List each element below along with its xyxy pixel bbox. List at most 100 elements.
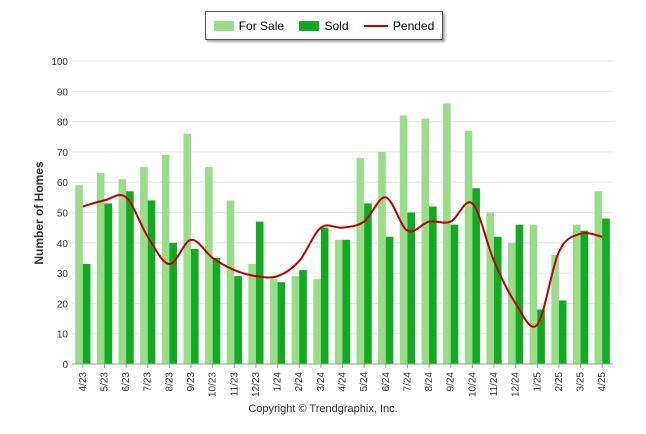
- bar-for-sale: [205, 167, 213, 364]
- bar-sold: [580, 230, 589, 364]
- bar-sold: [407, 212, 416, 364]
- bar-sold: [299, 270, 307, 364]
- bar-sold: [234, 276, 242, 364]
- bar-for-sale: [183, 133, 192, 364]
- x-tick-label: 8/23: [164, 372, 175, 392]
- x-tick-label: 12/24: [511, 372, 522, 397]
- x-tick-label: 10/24: [467, 372, 478, 397]
- bar-for-sale: [334, 239, 343, 364]
- bar-sold: [602, 218, 610, 364]
- bar-for-sale: [421, 118, 430, 364]
- bar-for-sale: [226, 200, 235, 364]
- bar-sold: [558, 300, 567, 364]
- bar-for-sale: [75, 185, 83, 364]
- legend-label-for-sale: For Sale: [238, 18, 285, 33]
- bar-for-sale: [140, 167, 148, 364]
- x-tick-label: 1/24: [273, 372, 284, 392]
- bar-sold: [493, 236, 502, 364]
- y-tick-label: 80: [57, 118, 69, 129]
- x-tick-label: 10/23: [208, 372, 219, 397]
- bar-sold: [212, 257, 221, 364]
- x-tick-label: 12/23: [251, 372, 262, 397]
- x-tick-label: 11/23: [229, 372, 240, 397]
- x-tick-label: 7/23: [143, 372, 154, 392]
- x-tick-label: 4/24: [338, 372, 349, 392]
- x-tick-label: 4/25: [597, 372, 608, 392]
- legend-label-sold: Sold: [324, 18, 349, 33]
- axes: 0 10 20 30 40 50 60 70 80 90 100 4/23 5/23 6/23 7/23 8/…: [51, 57, 613, 397]
- x-tick-label: 9/23: [186, 372, 197, 392]
- y-tick-label: 30: [57, 269, 69, 280]
- x-tick-label: 4/23: [78, 372, 89, 392]
- x-tick-label: 5/24: [359, 372, 370, 392]
- x-tick-label: 2/24: [294, 372, 305, 392]
- legend-swatch-for-sale: [213, 20, 234, 31]
- bars: [75, 103, 610, 365]
- bar-sold: [450, 224, 459, 364]
- bar-sold: [515, 224, 524, 364]
- x-tick-label: 3/25: [576, 372, 587, 392]
- y-tick-label: 100: [51, 57, 68, 68]
- y-tick-label: 90: [57, 87, 69, 98]
- legend-swatch-pended: [363, 24, 388, 27]
- bar-for-sale: [594, 191, 603, 364]
- x-tick-label: 11/24: [489, 372, 500, 397]
- bar-sold: [537, 309, 545, 364]
- copyright-text: Copyright © Trendgraphix, Inc.: [248, 403, 398, 415]
- bar-sold: [320, 227, 329, 364]
- bar-sold: [104, 203, 113, 364]
- bar-sold: [472, 188, 480, 364]
- bar-sold: [429, 206, 437, 364]
- bar-sold: [191, 248, 199, 364]
- x-tick-label: 1/25: [532, 372, 543, 392]
- legend-item-for-sale: For Sale: [213, 18, 285, 33]
- bar-for-sale: [399, 115, 408, 364]
- x-tick-label: 8/24: [424, 372, 435, 392]
- bar-for-sale: [551, 254, 559, 364]
- x-tick-label: 3/24: [316, 372, 327, 392]
- y-tick-label: 60: [57, 178, 69, 189]
- pended-line-layer: [82, 194, 603, 328]
- y-tick-label: 40: [57, 239, 69, 250]
- bar-for-sale: [378, 151, 386, 364]
- bar-for-sale: [572, 224, 581, 364]
- bar-sold: [147, 200, 156, 364]
- bar-for-sale: [508, 242, 516, 364]
- bar-for-sale: [486, 212, 494, 364]
- bar-sold: [126, 191, 134, 364]
- bar-for-sale: [356, 157, 365, 364]
- legend: For Sale Sold Pended: [205, 11, 443, 40]
- bar-sold: [364, 203, 372, 364]
- bar-sold: [342, 239, 351, 364]
- y-tick-label: 70: [57, 148, 69, 159]
- bar-sold: [385, 236, 394, 364]
- x-tick-label: 5/23: [99, 372, 110, 392]
- pended-line: [82, 194, 603, 328]
- bar-sold: [82, 264, 91, 364]
- bar-sold: [277, 282, 286, 364]
- bar-for-sale: [269, 279, 278, 364]
- bar-for-sale: [313, 279, 321, 364]
- bar-for-sale: [529, 224, 538, 364]
- legend-label-pended: Pended: [392, 18, 435, 33]
- x-tick-label: 9/24: [446, 372, 457, 392]
- x-tick-label: 6/24: [381, 372, 392, 392]
- bar-for-sale: [118, 179, 127, 364]
- y-tick-label: 0: [62, 360, 68, 371]
- y-tick-label: 50: [57, 209, 69, 220]
- bar-for-sale: [464, 130, 473, 364]
- x-tick-label: 6/23: [121, 372, 132, 392]
- y-tick-label: 20: [57, 299, 69, 310]
- legend-item-pended: Pended: [363, 18, 435, 33]
- y-tick-label: 10: [57, 330, 69, 341]
- bar-for-sale: [291, 276, 300, 364]
- bar-for-sale: [161, 154, 170, 364]
- x-tick-label: 2/25: [554, 372, 565, 392]
- bar-sold: [255, 221, 264, 364]
- bar-sold: [169, 242, 177, 364]
- bar-for-sale: [443, 103, 451, 365]
- bar-for-sale: [248, 264, 256, 364]
- legend-swatch-sold: [299, 20, 320, 31]
- y-axis-label: Number of Homes: [32, 161, 46, 265]
